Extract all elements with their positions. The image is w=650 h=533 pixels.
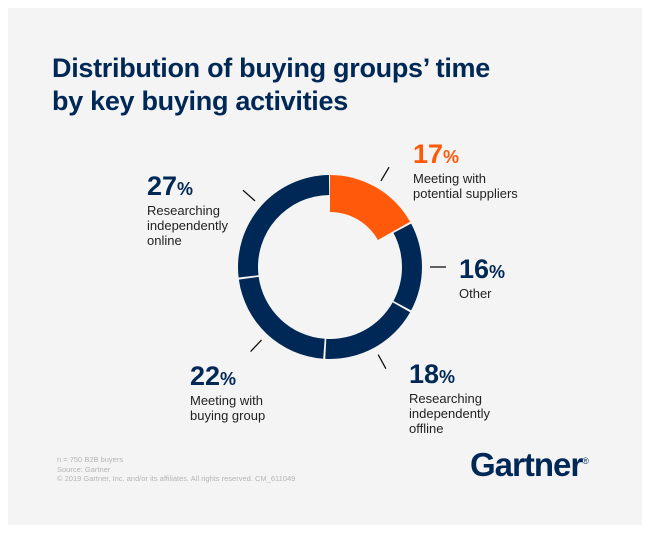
label-online: 27% Researching independently online bbox=[147, 172, 237, 248]
donut-slice bbox=[238, 276, 325, 359]
source: Source: Gartner bbox=[57, 464, 111, 474]
label-offline: 18% Researching independently offline bbox=[409, 360, 499, 436]
gartner-logo: Gartner® bbox=[470, 446, 589, 483]
sample-size: n = 750 B2B buyers bbox=[57, 455, 124, 464]
label-buying-group: 22% Meeting with buying group bbox=[190, 362, 285, 423]
footnotes: n = 750 B2B buyers Source: Gartner © 201… bbox=[57, 455, 295, 484]
donut-slice bbox=[325, 302, 411, 359]
slice-label: Meeting with buying group bbox=[190, 393, 266, 423]
donut-slice bbox=[393, 223, 422, 311]
leader-line bbox=[250, 339, 263, 353]
donut-slice bbox=[330, 175, 411, 240]
slice-label: Researching independently online bbox=[147, 203, 228, 248]
leader-line bbox=[380, 166, 390, 182]
slice-label: Meeting with potential suppliers bbox=[413, 171, 518, 201]
slice-label: Other bbox=[459, 286, 492, 301]
pct-value: 22 bbox=[190, 361, 221, 391]
pct-value: 27 bbox=[147, 171, 178, 201]
slice-label: Researching independently offline bbox=[409, 391, 490, 436]
infographic-card bbox=[8, 8, 642, 525]
pct-value: 16 bbox=[459, 254, 490, 284]
chart-title: Distribution of buying groups’ time by k… bbox=[52, 53, 490, 116]
label-other: 16% Other bbox=[459, 254, 506, 301]
leader-line bbox=[377, 354, 387, 369]
pct-value: 18 bbox=[409, 359, 440, 389]
pct-value: 17 bbox=[413, 139, 444, 169]
copyright: © 2019 Gartner, Inc. and/or its affiliat… bbox=[57, 474, 296, 483]
leader-line bbox=[242, 189, 256, 202]
label-suppliers: 17% Meeting with potential suppliers bbox=[413, 140, 533, 201]
donut-slice bbox=[238, 175, 330, 278]
